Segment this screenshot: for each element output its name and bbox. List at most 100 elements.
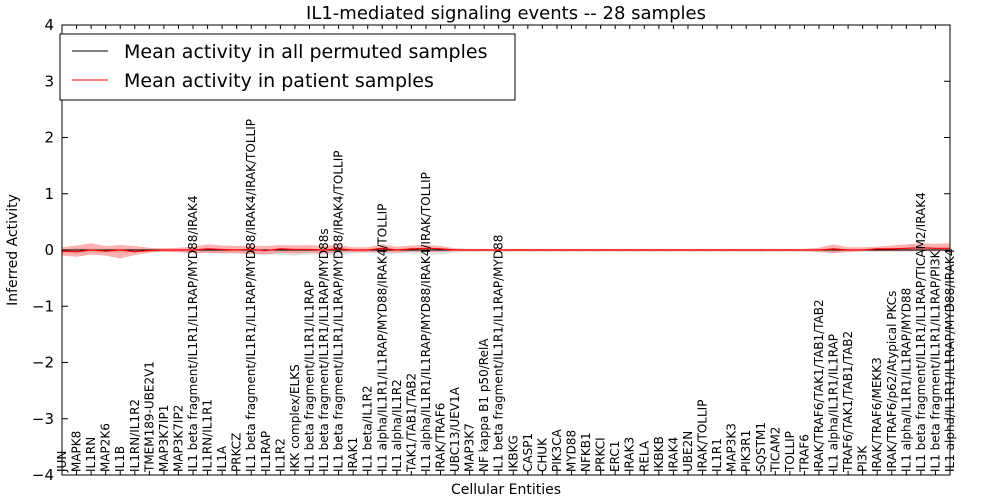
x-axis-label: Cellular Entities: [451, 482, 561, 498]
point-patient-5: [134, 251, 136, 253]
point-patient-35: [570, 249, 573, 251]
legend-label-permuted: Mean activity in all permuted samples: [124, 41, 487, 63]
x-category-label: MAP2K6: [99, 423, 113, 472]
point-permuted-24: [410, 249, 412, 251]
point-patient-1: [75, 251, 78, 253]
x-category-label: IRAK4: [666, 437, 680, 472]
point-permuted-53: [832, 249, 835, 251]
x-category-label: NFKB1: [579, 432, 593, 472]
x-category-label: IL1 alpha/IL1R1/IL1RAP: [827, 334, 841, 472]
point-patient-11: [221, 248, 223, 251]
x-category-label: CHUK: [535, 437, 549, 472]
point-patient-21: [367, 249, 369, 251]
point-patient-60: [934, 247, 937, 249]
point-patient-23: [396, 249, 398, 251]
x-category-label: IL1 beta/IL1R2: [361, 385, 375, 472]
y-axis-ticks: −4 −3 −2 −1 0 1 2 3 4: [32, 16, 950, 484]
point-permuted-60: [934, 249, 937, 251]
band-patient: [62, 243, 950, 259]
x-category-label: IKK complex/ELKS: [288, 364, 302, 472]
point-permuted-3: [105, 249, 107, 251]
point-patient-25: [425, 247, 427, 249]
x-category-label: IL1R1: [710, 438, 724, 472]
point-patient-45: [716, 249, 718, 251]
x-category-label: IL1 alpha/IL1R1/IL1RAP/MYD88/IRAK4/TOLLI…: [375, 204, 389, 472]
x-category-label: IL1 beta fragment/IL1R1/IL1RAP/TICAM2/IR…: [914, 192, 928, 472]
point-permuted-10: [206, 249, 209, 251]
legend-box: [59, 33, 516, 101]
point-patient-14: [265, 249, 267, 252]
x-category-label: JUN: [55, 451, 69, 473]
x-category-label: MAP3K7: [463, 423, 477, 472]
x-category-label: UBC13/UEV1A: [448, 386, 462, 472]
point-patient-56: [876, 248, 878, 250]
point-permuted-56: [876, 249, 878, 251]
x-category-label: PRKCI: [594, 437, 608, 472]
x-category-label: IRAK3: [623, 437, 637, 472]
x-category-label: IRAK/TOLLIP: [696, 400, 710, 472]
y-axis-label: Inferred Activity: [5, 194, 21, 306]
x-category-label: IKBKG: [506, 435, 520, 472]
x-category-label: IL1B: [113, 446, 127, 472]
x-category-label: IL1RN/IL1R2: [128, 399, 142, 472]
x-category-label: IL1 beta fragment/IL1R1/IL1RAP/MYD88/IRA…: [186, 195, 200, 472]
legend: Mean activity in all permuted samples Me…: [59, 33, 516, 101]
point-patient-37: [600, 249, 602, 251]
x-category-label: TAK1/TAB1/TAB2: [404, 373, 418, 473]
x-category-label: SQSTM1: [754, 422, 768, 472]
y-tick-label: −1: [32, 297, 54, 315]
point-patient-46: [731, 249, 733, 251]
x-category-label: RELA: [637, 440, 651, 472]
point-patient-12: [236, 249, 238, 251]
point-patient-29: [483, 249, 485, 251]
chart-title: IL1-mediated signaling events -- 28 samp…: [306, 3, 706, 24]
point-patient-32: [527, 249, 529, 251]
series-lines: [61, 247, 951, 253]
point-patient-7: [163, 249, 165, 251]
x-category-label: IL1 beta fragment/IL1R1/IL1RAP/MYD88/IRA…: [244, 119, 258, 472]
x-category-label: IL1R2: [273, 438, 287, 472]
point-patient-44: [701, 249, 704, 251]
x-category-label: IL1A: [215, 445, 229, 472]
point-patient-53: [832, 248, 835, 250]
x-category-label: TOLLIP: [783, 431, 797, 473]
point-permuted-5: [134, 249, 136, 251]
x-category-label: IRAK/TRAF6/p62/Atypical PKCs: [885, 291, 899, 472]
point-patient-8: [177, 249, 180, 251]
x-category-label: IL1 beta fragment/IL1R1/IL1RAP/MYD88/IRA…: [332, 151, 346, 472]
x-category-label: UBE2N: [681, 431, 695, 472]
y-tick-label: 2: [44, 129, 54, 147]
x-category-label: IL1 alpha/IL1R2: [390, 379, 404, 472]
point-patient-55: [862, 249, 864, 251]
point-patient-51: [803, 249, 806, 251]
y-tick-label: −4: [32, 466, 54, 484]
x-category-label: PI3K: [856, 445, 870, 472]
x-category-label: TMEM189-UBE2V1: [142, 361, 156, 473]
point-patient-54: [847, 249, 849, 251]
point-patient-28: [469, 249, 471, 251]
point-patient-43: [687, 249, 689, 251]
point-patient-50: [789, 249, 791, 251]
x-axis-ticks: JUN MAPK8 IL1RN MAP2K6 IL1B IL1RN/IL1R2 TMEM18…: [55, 25, 957, 475]
x-category-label: IL1RAP: [259, 431, 273, 472]
y-tick-label: 4: [44, 16, 54, 34]
x-category-label: IL1 alpha/IL1R1/IL1RAP/MYD88: [899, 288, 913, 472]
x-category-label: MAP3K7IP2: [171, 405, 185, 472]
x-category-label: IRAK1: [346, 437, 360, 472]
point-patient-38: [614, 249, 616, 251]
x-category-label: IKBKB: [652, 436, 666, 472]
point-patient-3: [105, 250, 107, 252]
x-category-label: IL1 beta fragment/IL1R1/IL1RAP/MYD88s: [317, 228, 331, 472]
point-patient-20: [352, 249, 354, 251]
x-category-label: TRAF6: [797, 434, 811, 473]
point-permuted-22: [381, 249, 383, 251]
x-category-label: CASP1: [521, 433, 535, 472]
point-patient-24: [410, 248, 412, 250]
x-category-label: IRAK/TRAF6/MEKK3: [870, 357, 884, 472]
x-category-label: IL1 alpha/IL1R1/IL1RAP/MYD88/IRAK4/IRAK/…: [419, 172, 433, 472]
x-category-label: IL1RN/IL1R1: [201, 399, 215, 472]
x-category-label: PRKCZ: [230, 433, 244, 472]
point-patient-49: [774, 249, 776, 251]
point-patient-58: [905, 247, 907, 249]
